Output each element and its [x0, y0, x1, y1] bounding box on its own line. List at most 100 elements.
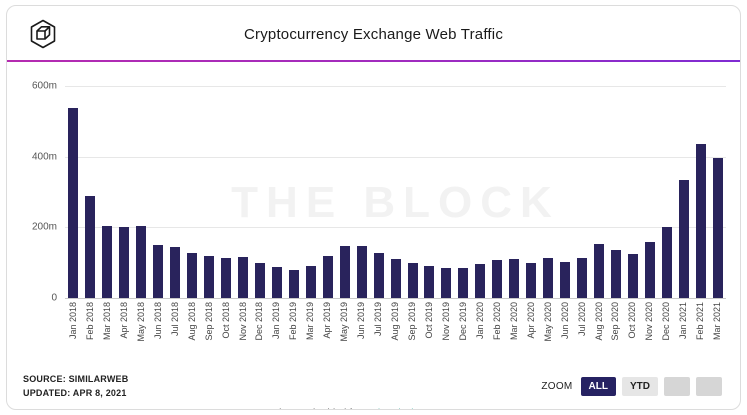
- bar[interactable]: [387, 86, 404, 298]
- x-axis-label: Jul 2018: [169, 302, 180, 337]
- x-axis-label: Mar 2020: [508, 302, 519, 341]
- embed-suffix: .: [472, 408, 475, 409]
- x-axis-line: [65, 298, 726, 299]
- x-axis-label: Aug 2018: [186, 302, 197, 341]
- source-block: SOURCE: SIMILARWEB UPDATED: APR 8, 2021: [23, 372, 128, 401]
- x-axis-label: Nov 2019: [440, 302, 451, 341]
- the-block-logo-icon[interactable]: [27, 18, 59, 50]
- x-axis-label: Dec 2019: [457, 302, 468, 341]
- bar[interactable]: [641, 86, 658, 298]
- chart-plot-area: 600m 400m 200m 0 THE BLOCK: [32, 81, 726, 304]
- bar[interactable]: [523, 86, 540, 298]
- x-axis-label: Jan 2018: [67, 302, 78, 340]
- gridline-200m: [65, 227, 726, 229]
- y-tick-label: 200m: [31, 221, 57, 233]
- bar[interactable]: [167, 86, 184, 298]
- page-title: Cryptocurrency Exchange Web Traffic: [243, 26, 504, 43]
- chart-footer: SOURCE: SIMILARWEB UPDATED: APR 8, 2021 …: [7, 364, 740, 401]
- x-axis-label: May 2019: [339, 302, 350, 342]
- x-axis-labels: Jan 2018 Feb 2018 Mar 2018 Apr 2018 May 2018…: [65, 302, 726, 364]
- embed-link[interactable]: The Block Crypto Data: [372, 408, 473, 409]
- bar[interactable]: [251, 86, 268, 298]
- chart-header: Cryptocurrency Exchange Web Traffic: [7, 6, 740, 60]
- bar[interactable]: [675, 86, 692, 298]
- x-axis-label: May 2020: [542, 302, 553, 342]
- bar[interactable]: [184, 86, 201, 298]
- x-axis-label: Nov 2018: [237, 302, 248, 341]
- bar[interactable]: [302, 86, 319, 298]
- y-tick-label: 400m: [31, 151, 57, 163]
- gridline-600m: [65, 86, 726, 87]
- x-axis-label: Sep 2018: [203, 302, 214, 341]
- x-axis-label: Oct 2020: [627, 302, 638, 339]
- bar[interactable]: [133, 86, 150, 298]
- bar[interactable]: [489, 86, 506, 298]
- x-axis-label: Feb 2019: [288, 302, 299, 341]
- bar[interactable]: [268, 86, 285, 298]
- bar[interactable]: [201, 86, 218, 298]
- x-axis-label: Mar 2019: [305, 302, 316, 341]
- x-axis-label: Jun 2019: [356, 302, 367, 340]
- x-axis-label: Apr 2019: [322, 302, 333, 339]
- bar[interactable]: [336, 86, 353, 298]
- bar[interactable]: [506, 86, 523, 298]
- source-text: SOURCE: SIMILARWEB: [23, 374, 129, 384]
- x-axis-label: Oct 2019: [423, 302, 434, 339]
- bar[interactable]: [235, 86, 252, 298]
- bar[interactable]: [82, 86, 99, 298]
- zoom-ytd-button[interactable]: YTD: [622, 376, 658, 396]
- x-axis-label: Mar 2018: [101, 302, 112, 341]
- x-axis-label: Nov 2020: [644, 302, 655, 341]
- x-axis-label: Apr 2020: [525, 302, 536, 339]
- bar[interactable]: [472, 86, 489, 298]
- bar[interactable]: [353, 86, 370, 298]
- x-axis-label: Mar 2021: [712, 302, 723, 341]
- bar[interactable]: [370, 86, 387, 298]
- bar[interactable]: [574, 86, 591, 298]
- x-axis-label: Sep 2019: [407, 302, 418, 341]
- bar[interactable]: [455, 86, 472, 298]
- x-axis-label: Feb 2021: [695, 302, 706, 341]
- bar[interactable]: [591, 86, 608, 298]
- bar[interactable]: [557, 86, 574, 298]
- bar[interactable]: [709, 86, 726, 298]
- zoom-all-button[interactable]: ALL: [580, 376, 616, 396]
- chart-card: Cryptocurrency Exchange Web Traffic 600m…: [6, 5, 741, 410]
- bar[interactable]: [404, 86, 421, 298]
- x-axis-label: Jun 2018: [152, 302, 163, 340]
- x-axis-label: Dec 2018: [254, 302, 265, 341]
- gridline-400m: [65, 156, 726, 158]
- bar[interactable]: [608, 86, 625, 298]
- bar[interactable]: [65, 86, 82, 298]
- bar[interactable]: [285, 86, 302, 298]
- zoom-blank-button-2[interactable]: [696, 376, 722, 396]
- x-axis-label: Jan 2021: [678, 302, 689, 340]
- x-axis-label: Oct 2018: [220, 302, 231, 339]
- zoom-blank-button-1[interactable]: [664, 376, 690, 396]
- bar[interactable]: [658, 86, 675, 298]
- bar[interactable]: [319, 86, 336, 298]
- bar[interactable]: [692, 86, 709, 298]
- x-axis-label: Feb 2020: [491, 302, 502, 341]
- bar[interactable]: [421, 86, 438, 298]
- x-axis-label: Aug 2020: [593, 302, 604, 341]
- x-axis-label: Aug 2019: [390, 302, 401, 341]
- bar[interactable]: [116, 86, 133, 298]
- embed-prefix: Chart embedded from: [272, 408, 372, 409]
- bar[interactable]: [218, 86, 235, 298]
- x-axis-label: Jan 2020: [474, 302, 485, 340]
- updated-text: UPDATED: APR 8, 2021: [23, 388, 127, 399]
- bar[interactable]: [540, 86, 557, 298]
- bar[interactable]: [99, 86, 116, 298]
- bar[interactable]: [150, 86, 167, 298]
- x-axis-label: Sep 2020: [610, 302, 621, 341]
- x-axis-label: Jan 2019: [271, 302, 282, 340]
- x-axis-label: Jun 2020: [559, 302, 570, 340]
- y-tick-label: 600m: [31, 80, 57, 92]
- bars: [65, 86, 726, 298]
- x-axis-label: Feb 2018: [84, 302, 95, 341]
- bar[interactable]: [624, 86, 641, 298]
- x-axis-label: Apr 2018: [118, 302, 129, 339]
- accent-divider: [7, 60, 740, 62]
- bar[interactable]: [438, 86, 455, 298]
